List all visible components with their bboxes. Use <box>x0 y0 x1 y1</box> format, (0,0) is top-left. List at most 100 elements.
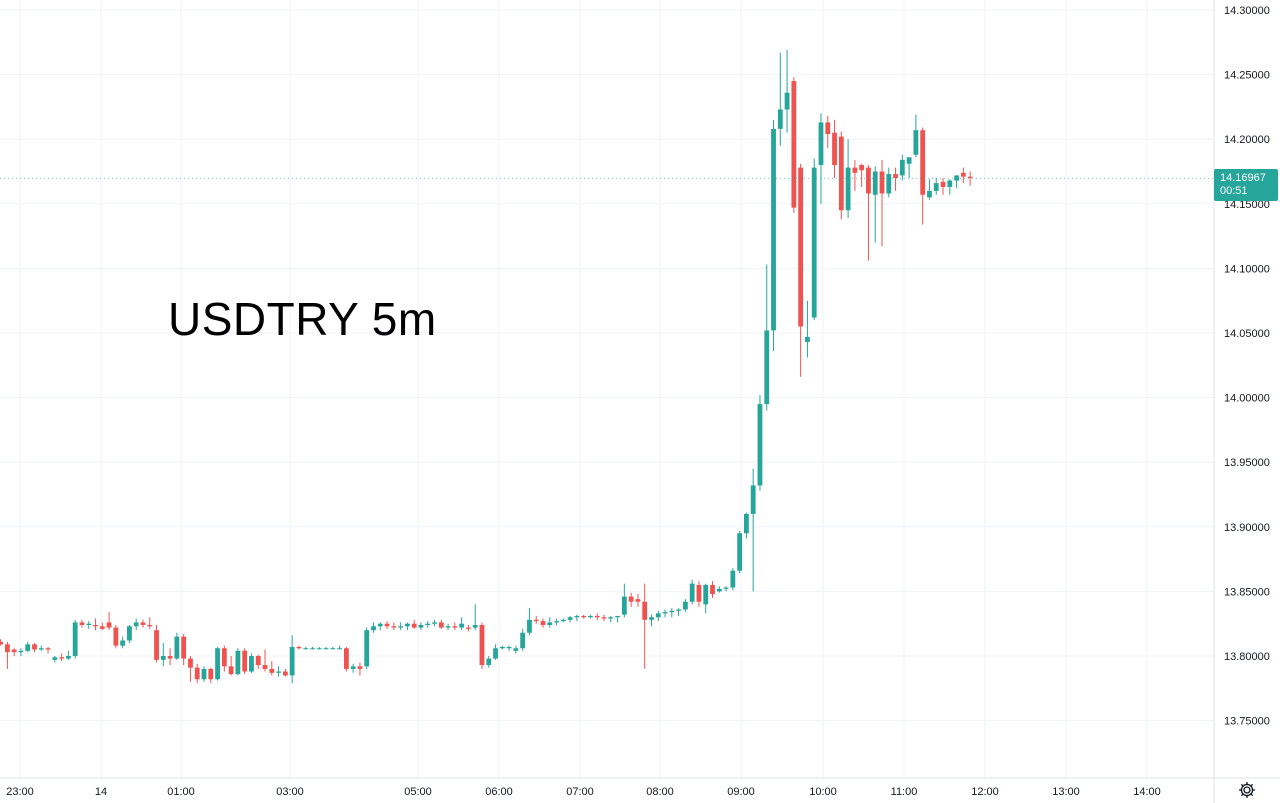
candle <box>0 639 4 646</box>
candle-body <box>866 167 871 194</box>
candle-body <box>228 666 234 675</box>
candle <box>621 583 627 618</box>
candle <box>194 663 200 684</box>
candle-body <box>282 671 288 676</box>
candle-body <box>106 622 112 628</box>
candle-body <box>791 81 797 208</box>
candle <box>818 113 824 204</box>
time-axis[interactable]: 23:00 14 01:00 03:00 05:00 06:00 07:00 08:00 09:… <box>6 786 1161 798</box>
candle-body <box>757 404 763 486</box>
candle-body <box>886 174 892 194</box>
candle <box>32 643 37 653</box>
candle <box>282 668 288 677</box>
candle-body <box>466 627 471 629</box>
candle <box>45 646 51 654</box>
candle-body <box>737 533 743 571</box>
candle <box>127 624 132 644</box>
candle <box>398 622 404 631</box>
candle <box>696 581 702 607</box>
candle <box>242 648 248 675</box>
candle <box>716 586 722 593</box>
price-axis[interactable]: 14.30000 14.25000 14.20000 14.15000 14.10000… <box>1224 5 1270 728</box>
candle-body <box>350 666 356 669</box>
candle <box>377 622 383 631</box>
candle-body <box>967 176 973 178</box>
candle-body <box>4 644 10 653</box>
candle <box>838 131 844 220</box>
candle <box>262 649 268 672</box>
candle <box>466 624 471 632</box>
candle-body <box>249 656 254 672</box>
candle-body <box>608 617 614 619</box>
candle-body <box>316 648 322 650</box>
last-price-badge: 14.16967 00:51 <box>1214 169 1278 201</box>
candle-body <box>642 601 648 620</box>
candle-body <box>310 648 315 650</box>
candle-body <box>649 617 654 620</box>
gridlines <box>0 0 1214 778</box>
candle <box>560 618 566 623</box>
candle <box>174 632 180 660</box>
candle <box>323 646 329 650</box>
candle-body <box>628 596 634 602</box>
candle-body <box>154 630 159 660</box>
candle-body <box>838 136 844 211</box>
candle <box>588 614 593 619</box>
candle-body <box>323 648 329 650</box>
candle-body <box>723 587 729 589</box>
candle-body <box>127 626 132 641</box>
gear-icon[interactable] <box>1238 781 1256 799</box>
candle <box>967 171 973 186</box>
candle-body <box>547 622 553 625</box>
candle-body <box>940 181 946 188</box>
candle-body <box>771 128 776 331</box>
candle <box>689 579 695 605</box>
candle-body <box>730 570 736 588</box>
candle-body <box>879 171 885 194</box>
candle-body <box>337 648 342 650</box>
candle-body <box>371 626 376 631</box>
candles <box>0 50 1214 684</box>
candle-body <box>303 648 309 650</box>
candle <box>66 650 71 660</box>
candle-body <box>18 650 24 653</box>
x-tick-label: 08:00 <box>646 786 674 798</box>
candle <box>418 622 424 631</box>
candle-body <box>425 623 431 625</box>
candle-body <box>59 657 65 659</box>
candle-body <box>540 621 546 625</box>
candle <box>859 163 865 188</box>
candle-body <box>479 624 485 666</box>
candle <box>825 115 831 149</box>
candle <box>235 648 241 676</box>
candle-body <box>459 623 465 628</box>
candle <box>811 158 817 321</box>
candle <box>791 77 797 213</box>
candle-body <box>621 596 627 615</box>
candle-body <box>66 656 71 659</box>
candle <box>533 615 539 624</box>
candle <box>540 618 546 628</box>
x-tick-label: 03:00 <box>276 786 304 798</box>
candle-body <box>215 648 220 680</box>
candle <box>628 592 634 607</box>
candle <box>337 645 342 650</box>
candle <box>303 646 309 650</box>
x-tick-label: 09:00 <box>727 786 755 798</box>
candle-body <box>52 657 58 660</box>
candle-body <box>147 624 153 627</box>
candle <box>947 179 953 195</box>
candle <box>506 645 512 651</box>
candle <box>832 119 837 178</box>
candle <box>208 667 214 684</box>
candle-body <box>364 630 370 667</box>
candle-body <box>513 648 519 651</box>
candle <box>38 645 44 651</box>
candle-body <box>554 621 559 623</box>
candle <box>805 300 810 358</box>
candle <box>160 643 166 667</box>
candle-body <box>438 622 444 628</box>
candle <box>744 512 749 539</box>
